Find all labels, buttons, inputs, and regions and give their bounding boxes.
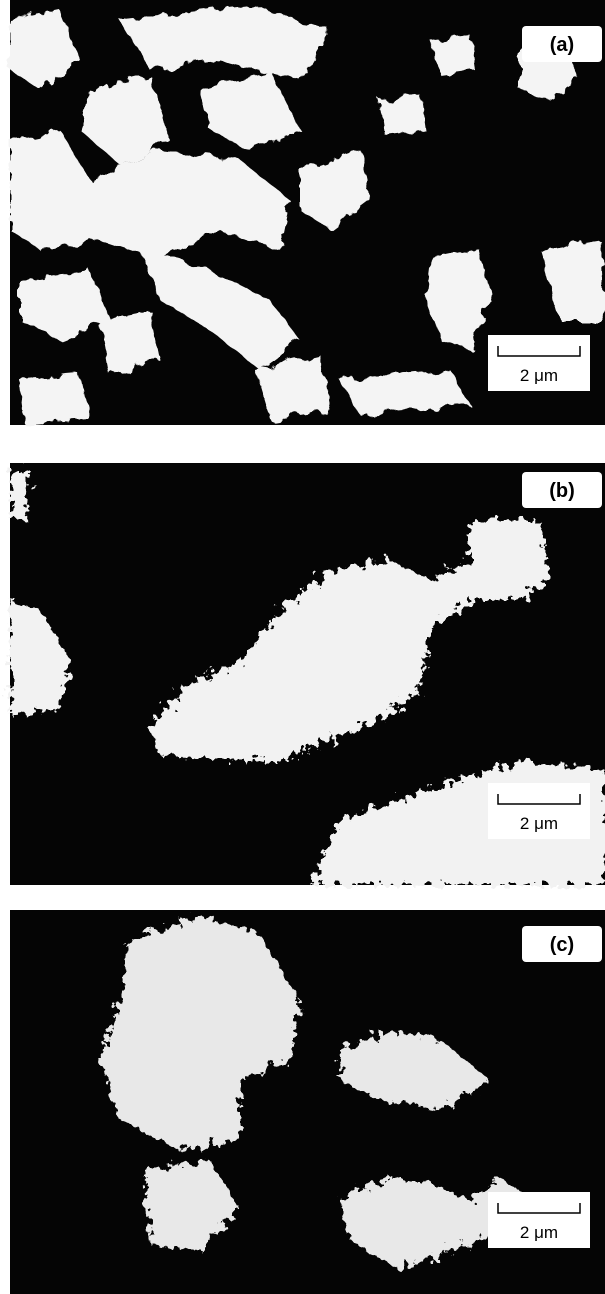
figure: (a) 2 μm (b) 2 μm (c) 2 μm xyxy=(0,0,605,1294)
page: {"panels": [ {"label": "(a)", "scale": "… xyxy=(0,0,605,1294)
scale-label: 2 μm xyxy=(520,366,558,385)
panel-label: (b) xyxy=(549,480,575,502)
panel-label: (a) xyxy=(550,34,574,56)
panel-c: (c) 2 μm xyxy=(10,910,605,1294)
scale-label: 2 μm xyxy=(520,1223,558,1242)
panel-a: (a) 2 μm xyxy=(10,0,605,425)
panel-label: (c) xyxy=(550,934,574,956)
panel-b: (b) 2 μm xyxy=(10,463,605,885)
scale-label: 2 μm xyxy=(520,814,558,833)
